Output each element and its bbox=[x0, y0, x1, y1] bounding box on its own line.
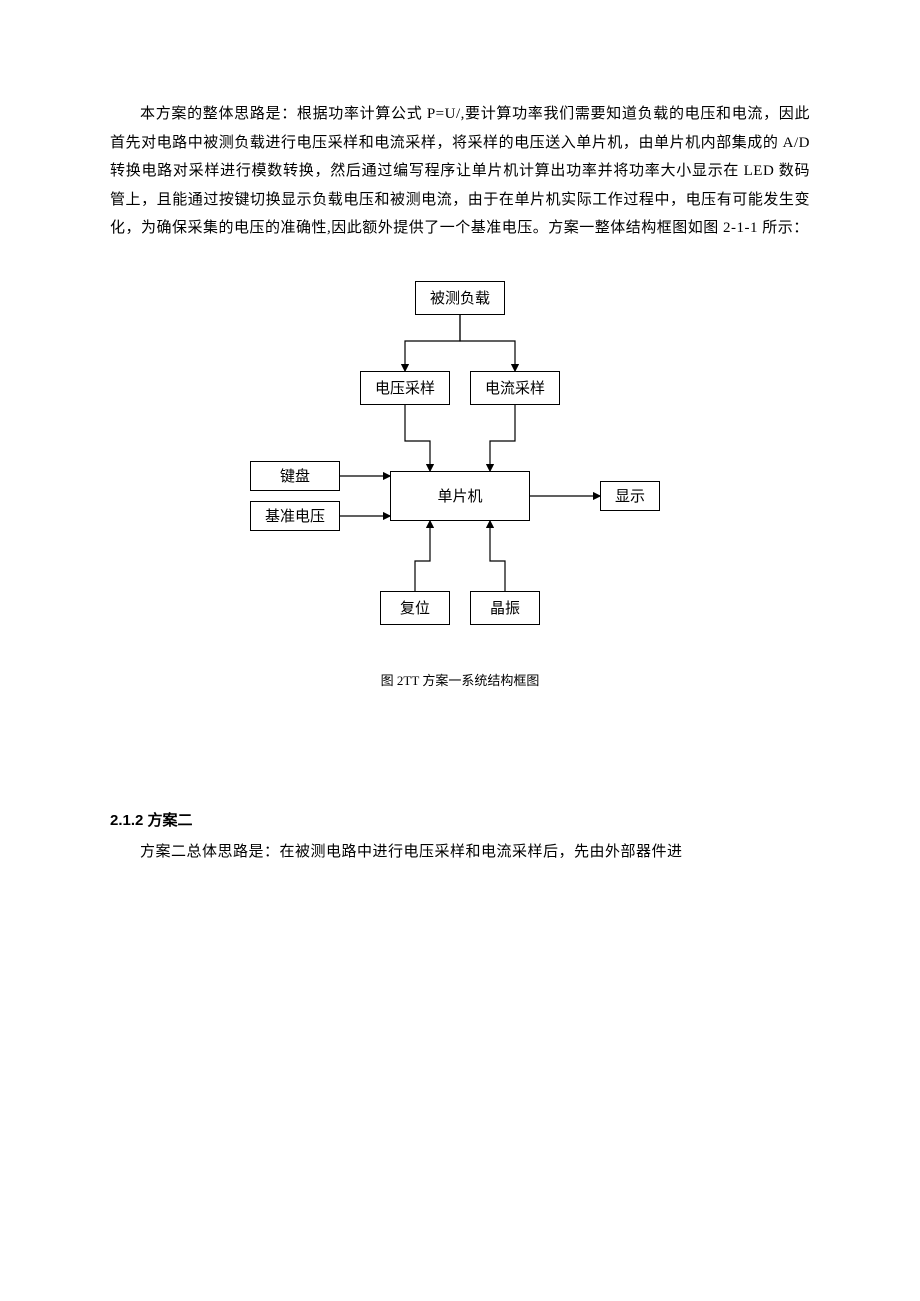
edge-reset-mcu bbox=[415, 521, 430, 591]
node-isamp: 电流采样 bbox=[470, 371, 560, 405]
section-heading-2-1-2: 2.1.2 方案二 bbox=[110, 809, 810, 830]
node-load: 被测负载 bbox=[415, 281, 505, 315]
node-reset: 复位 bbox=[380, 591, 450, 625]
edge-vsamp-mcu bbox=[405, 405, 430, 471]
paragraph-1: 本方案的整体思路是：根据功率计算公式 P=U/,要计算功率我们需要知道负载的电压… bbox=[110, 100, 810, 243]
edge-load-isamp bbox=[460, 315, 515, 371]
node-disp: 显示 bbox=[600, 481, 660, 511]
flowchart-canvas: 被测负载电压采样电流采样单片机 键盘基准电压 显示复位晶振 bbox=[250, 281, 670, 661]
diagram-caption: 图 2TT 方案一系统结构框图 bbox=[110, 670, 810, 689]
edge-xtal-mcu bbox=[490, 521, 505, 591]
edge-load-vsamp bbox=[405, 315, 460, 371]
node-vsamp: 电压采样 bbox=[360, 371, 450, 405]
diagram-container: 被测负载电压采样电流采样单片机 键盘基准电压 显示复位晶振 图 2TT 方案一系统结… bbox=[110, 281, 810, 689]
paragraph-2: 方案二总体思路是：在被测电路中进行电压采样和电流采样后，先由外部器件进 bbox=[110, 838, 810, 867]
node-mcu: 单片机 bbox=[390, 471, 530, 521]
node-vref: 基准电压 bbox=[250, 501, 340, 531]
node-xtal: 晶振 bbox=[470, 591, 540, 625]
edge-isamp-mcu bbox=[490, 405, 515, 471]
node-kbd: 键盘 bbox=[250, 461, 340, 491]
